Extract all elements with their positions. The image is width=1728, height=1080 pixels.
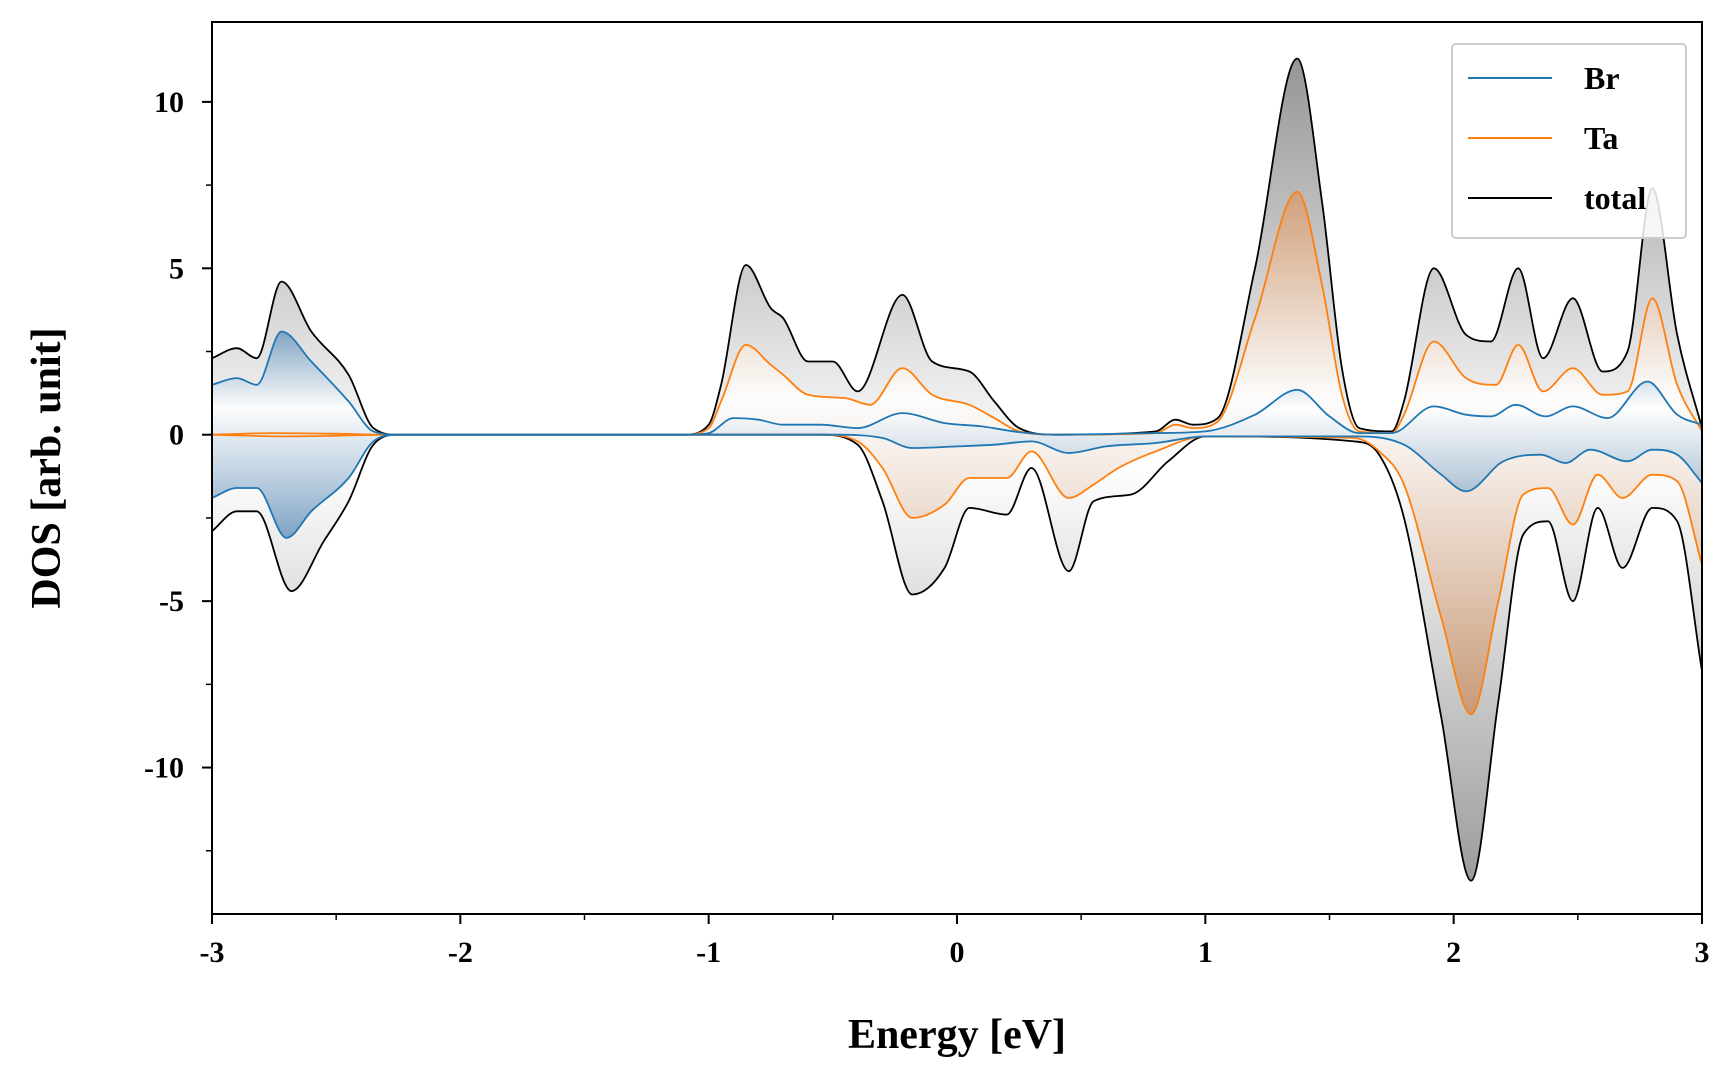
legend-box [1451, 43, 1687, 239]
y-tick-label: -10 [144, 752, 184, 785]
dos-fill-areas [212, 58, 1702, 881]
x-axis-label: Energy [eV] [848, 1012, 1066, 1058]
fill-ta-up [212, 191, 1702, 435]
y-tick-label: 0 [169, 419, 184, 452]
x-tick-label: 3 [1695, 936, 1710, 969]
y-axis: 10 5 0 -5 -10 [144, 86, 212, 852]
x-tick-label: -1 [696, 936, 721, 969]
line-br-down [212, 433, 1702, 539]
y-axis-label: DOS [arb. unit] [24, 327, 70, 608]
x-tick-label: 2 [1446, 936, 1461, 969]
y-tick-label: 10 [154, 86, 184, 119]
line-br-up [212, 330, 1702, 436]
legend-label-total: total [1584, 180, 1646, 216]
x-tick-label: -2 [448, 936, 473, 969]
y-tick-label: 5 [169, 252, 184, 285]
x-tick-label: 1 [1198, 936, 1213, 969]
fill-br-up [212, 331, 1702, 435]
x-tick-label: 0 [950, 936, 965, 969]
dos-curves [212, 57, 1702, 882]
fill-br-down [212, 434, 1702, 538]
legend: Br Ta total [1451, 43, 1687, 239]
legend-label-ta: Ta [1584, 120, 1618, 156]
line-ta-up [212, 190, 1702, 436]
x-tick-label: -3 [200, 936, 225, 969]
y-tick-label: -5 [159, 585, 184, 618]
x-axis: -3 -2 -1 0 1 2 3 [200, 914, 1710, 969]
legend-label-br: Br [1584, 60, 1620, 96]
fill-ta-down [212, 434, 1702, 715]
